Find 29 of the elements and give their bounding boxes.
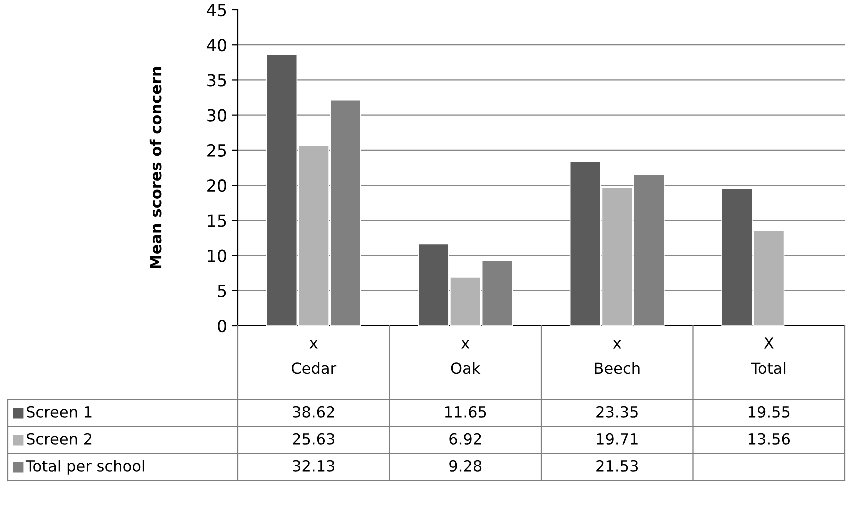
- data-label: 9.28: [450, 460, 482, 472]
- y-tick-label: 35: [208, 74, 226, 87]
- data-label: 21.53: [596, 460, 638, 472]
- y-tick-label: 10: [208, 250, 226, 262]
- y-tick-label: 40: [207, 39, 226, 52]
- y-tick-label: 25: [208, 144, 226, 158]
- y-tick-label: 20: [208, 180, 226, 192]
- y-axis-title: Mean scores of concern: [150, 67, 162, 268]
- data-label: 32.13: [293, 460, 335, 472]
- y-tick-label: 0: [218, 320, 226, 333]
- data-label: 6.92: [450, 433, 482, 445]
- x-tick-label: x Beech: [595, 340, 640, 374]
- data-label: 25.63: [293, 433, 335, 445]
- y-tick-label: 15: [208, 214, 226, 228]
- legend-label: Total per school: [26, 460, 144, 475]
- legend-label: Screen 1: [27, 406, 92, 418]
- data-label: 13.56: [748, 433, 790, 445]
- y-tick-label: 5: [218, 285, 226, 298]
- data-label: 19.55: [748, 406, 790, 418]
- x-tick-label: x Cedar: [292, 340, 337, 374]
- x-tick-label: x Oak: [451, 340, 481, 374]
- data-label: 11.65: [445, 406, 486, 418]
- x-tick-label: X Total: [751, 338, 786, 374]
- y-tick-label: 30: [208, 109, 226, 122]
- data-label: 19.71: [597, 433, 638, 445]
- y-tick-label: 45: [207, 4, 226, 17]
- data-label: 38.62: [293, 406, 334, 418]
- legend-label: Screen 2: [27, 433, 92, 445]
- data-label: 23.35: [596, 406, 638, 418]
